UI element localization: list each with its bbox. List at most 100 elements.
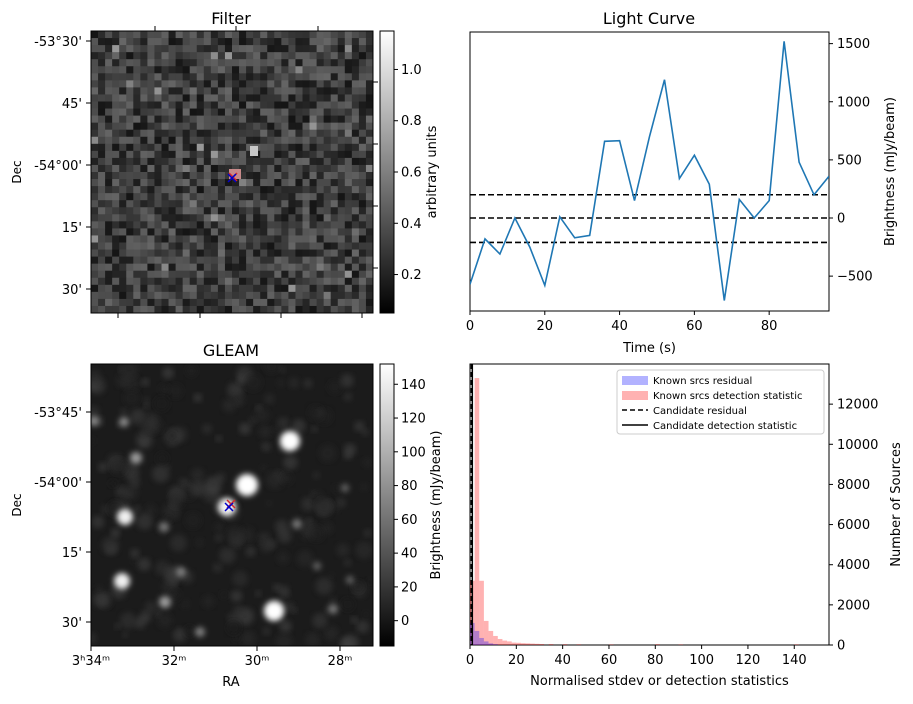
light-curve-x-tick-label: 60 bbox=[686, 319, 703, 334]
histogram-bar bbox=[794, 644, 799, 645]
gleam-colorbar-tick-label: 20 bbox=[401, 580, 418, 595]
filter-colorbar-tick-label: 1.0 bbox=[401, 63, 422, 78]
gleam-colorbar-tick-label: 80 bbox=[401, 479, 418, 494]
gleam-y-axis-label: Dec bbox=[10, 493, 24, 516]
gleam-colorbar: 0 20 40 60 80 100 120 140 Brightness (mJy/beam) bbox=[379, 363, 444, 647]
histogram-bar bbox=[474, 378, 480, 645]
gleam-colorbar-tick-label: 100 bbox=[401, 445, 426, 460]
filter-colorbar: 0.2 0.4 0.6 0.8 1.0 arbitrary units bbox=[379, 30, 440, 314]
histogram-bar bbox=[534, 643, 540, 645]
histogram-y-tick-label: 12000 bbox=[837, 398, 878, 413]
histogram-bar bbox=[539, 643, 545, 645]
light-curve-x-axis-label: Time (s) bbox=[622, 341, 676, 356]
light-curve-y-tick-label: 0 bbox=[837, 212, 845, 227]
legend-swatch bbox=[622, 376, 648, 385]
histogram-bar bbox=[548, 644, 554, 645]
gleam-x-tick-label: 32ᵐ bbox=[162, 654, 187, 669]
histogram-bar bbox=[493, 635, 498, 645]
gleam-panel: GLEAM bbox=[10, 341, 444, 690]
gleam-colorbar-tick-label: 40 bbox=[401, 547, 418, 562]
histogram-plot-area bbox=[470, 364, 799, 645]
histogram-x-tick-label: 80 bbox=[647, 653, 664, 668]
gleam-colorbar-tick-label: 0 bbox=[401, 614, 409, 629]
histogram-bar bbox=[488, 630, 494, 645]
histogram-bar bbox=[525, 643, 531, 645]
legend-label: Candidate residual bbox=[653, 406, 747, 417]
histogram-bar bbox=[502, 640, 508, 645]
histogram-x-axis-label: Normalised stdev or detection statistics bbox=[530, 674, 789, 689]
histogram-bar bbox=[530, 643, 535, 645]
gleam-y-tick-label: 30' bbox=[62, 616, 82, 631]
histogram-bar bbox=[488, 643, 494, 645]
gleam-colorbar-tick-label: 120 bbox=[401, 412, 426, 427]
filter-image bbox=[91, 31, 374, 314]
filter-blue-x-marker bbox=[227, 173, 237, 183]
histogram-bar bbox=[479, 580, 484, 645]
legend-box bbox=[616, 369, 825, 435]
gleam-colorbar-gradient bbox=[379, 363, 395, 647]
histogram-bar bbox=[511, 642, 517, 645]
filter-x-ticks bbox=[117, 26, 378, 318]
light-curve-plot-area bbox=[470, 41, 829, 301]
light-curve-x-tick-label: 0 bbox=[466, 319, 474, 334]
gleam-blue-x-marker bbox=[224, 502, 234, 512]
histogram-bar bbox=[507, 641, 512, 645]
light-curve-x-tick-label: 20 bbox=[537, 319, 554, 334]
legend-swatch bbox=[622, 391, 648, 400]
histogram-x-tick-label: 40 bbox=[554, 653, 571, 668]
histogram-x-tick-label: 20 bbox=[508, 653, 525, 668]
histogram-bar bbox=[608, 644, 614, 645]
filter-y-tick-label: 15' bbox=[62, 221, 82, 236]
light-curve-panel: Light Curve 0 20 40 60 80 −500 0 500 1000 1500 Tim… bbox=[466, 9, 898, 356]
histogram-bar bbox=[497, 638, 503, 645]
gleam-candidate-markers bbox=[224, 499, 236, 512]
light-curve-y-axis-label: Brightness (mJy/beam) bbox=[883, 97, 898, 246]
filter-colorbar-tick-label: 0.2 bbox=[401, 268, 422, 283]
histogram-bar bbox=[655, 644, 660, 645]
filter-colorbar-tick-label: 0.6 bbox=[401, 166, 422, 181]
histogram-bar bbox=[483, 641, 489, 645]
histogram-y-tick-label: 8000 bbox=[837, 478, 870, 493]
filter-y-tick-label: 45' bbox=[62, 97, 82, 112]
gleam-x-axis-label: RA bbox=[222, 675, 240, 690]
histogram-x-tick-label: 120 bbox=[736, 653, 761, 668]
gleam-frame bbox=[90, 363, 374, 647]
histogram-axes: 0 20 40 60 80 100 120 140 0 2000 4000 6000 8000 10000… bbox=[466, 398, 904, 689]
light-curve-line bbox=[470, 41, 829, 301]
filter-y-tick-label: -54°00' bbox=[34, 159, 82, 174]
histogram-x-tick-label: 60 bbox=[601, 653, 618, 668]
histogram-y-axis-label: Number of Sources bbox=[889, 442, 904, 567]
histogram-bar bbox=[479, 637, 484, 645]
filter-panel: Filter -53°30' 45' -54°00' 15' 30' Dec bbox=[10, 9, 440, 318]
gleam-x-tick-label: 30ᵐ bbox=[245, 654, 270, 669]
light-curve-y-tick-label: 1500 bbox=[837, 37, 870, 52]
histogram-y-tick-label: 0 bbox=[837, 639, 845, 654]
filter-y-tick-label: -53°30' bbox=[34, 35, 82, 50]
histogram-bar bbox=[483, 620, 489, 645]
gleam-colorbar-label: Brightness (mJy/beam) bbox=[429, 431, 444, 580]
legend-label: Known srcs residual bbox=[653, 376, 752, 387]
gleam-sources bbox=[91, 416, 354, 637]
histogram-y-tick-label: 10000 bbox=[837, 438, 878, 453]
filter-candidate-markers bbox=[227, 172, 238, 183]
gleam-image bbox=[91, 364, 373, 646]
filter-y-axis: -53°30' 45' -54°00' 15' 30' Dec bbox=[10, 35, 91, 298]
light-curve-x-tick-label: 40 bbox=[611, 319, 628, 334]
gleam-y-tick-label: -53°45' bbox=[34, 406, 82, 421]
filter-y-axis-label: Dec bbox=[10, 160, 24, 183]
light-curve-axes: 0 20 40 60 80 −500 0 500 1000 1500 Time (s) Brightn… bbox=[466, 37, 898, 356]
filter-colorbar-gradient bbox=[379, 30, 395, 314]
light-curve-frame bbox=[469, 31, 830, 312]
histogram-x-tick-label: 140 bbox=[782, 653, 807, 668]
histogram-y-tick-label: 2000 bbox=[837, 598, 870, 613]
gleam-y-axis: -53°45' -54°00' 15' 30' Dec bbox=[10, 406, 91, 631]
light-curve-y-tick-label: 500 bbox=[837, 153, 862, 168]
legend-label: Candidate detection statistic bbox=[653, 421, 797, 432]
histogram-bar bbox=[520, 643, 526, 645]
light-curve-y-tick-label: 1000 bbox=[837, 95, 870, 110]
histogram-legend: Known srcs residual Known srcs detection … bbox=[616, 369, 825, 435]
histogram-bar bbox=[516, 642, 521, 645]
histogram-x-tick-label: 0 bbox=[466, 653, 474, 668]
gleam-y-tick-label: 15' bbox=[62, 546, 82, 561]
